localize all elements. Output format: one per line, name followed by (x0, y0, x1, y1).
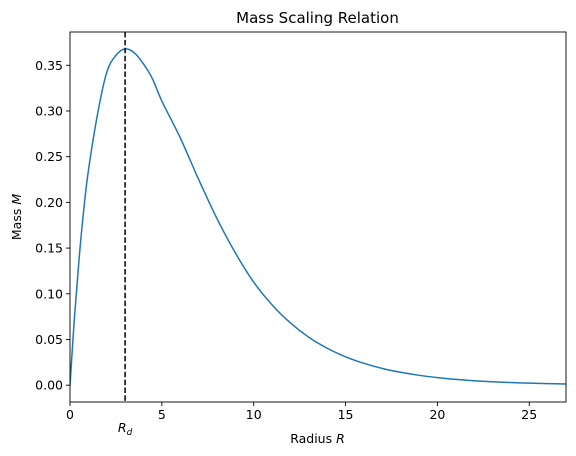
y-tick-label: 0.10 (35, 286, 63, 301)
y-tick-label: 0.05 (35, 332, 63, 347)
x-tick-label: 20 (429, 407, 445, 422)
y-tick-label: 0.00 (35, 378, 63, 393)
x-tick-label: 15 (338, 407, 354, 422)
series-line-0 (70, 48, 566, 386)
y-tick-label: 0.30 (35, 103, 63, 118)
plot-frame (69, 31, 567, 403)
y-tick-label: 0.25 (35, 149, 63, 164)
vline-label: Rd (118, 420, 133, 438)
y-tick-label: 0.35 (35, 58, 63, 73)
y-tick-label: 0.15 (35, 241, 63, 256)
plot-layer (70, 32, 566, 402)
x-tick-label: 10 (246, 407, 262, 422)
axes-layer: Rd 0 5 10 15 20 25 0.00 0.05 0.10 0.15 0.20 0.25 0.30… (35, 31, 567, 438)
chart-title: Mass Scaling Relation (236, 9, 399, 27)
y-axis-label: Mass M (9, 194, 24, 240)
y-tick-label: 0.20 (35, 195, 63, 210)
x-tick-label: 0 (66, 407, 74, 422)
x-axis-label: Radius R (290, 431, 345, 446)
x-tick-label: 25 (521, 407, 537, 422)
x-tick-label: 5 (158, 407, 166, 422)
